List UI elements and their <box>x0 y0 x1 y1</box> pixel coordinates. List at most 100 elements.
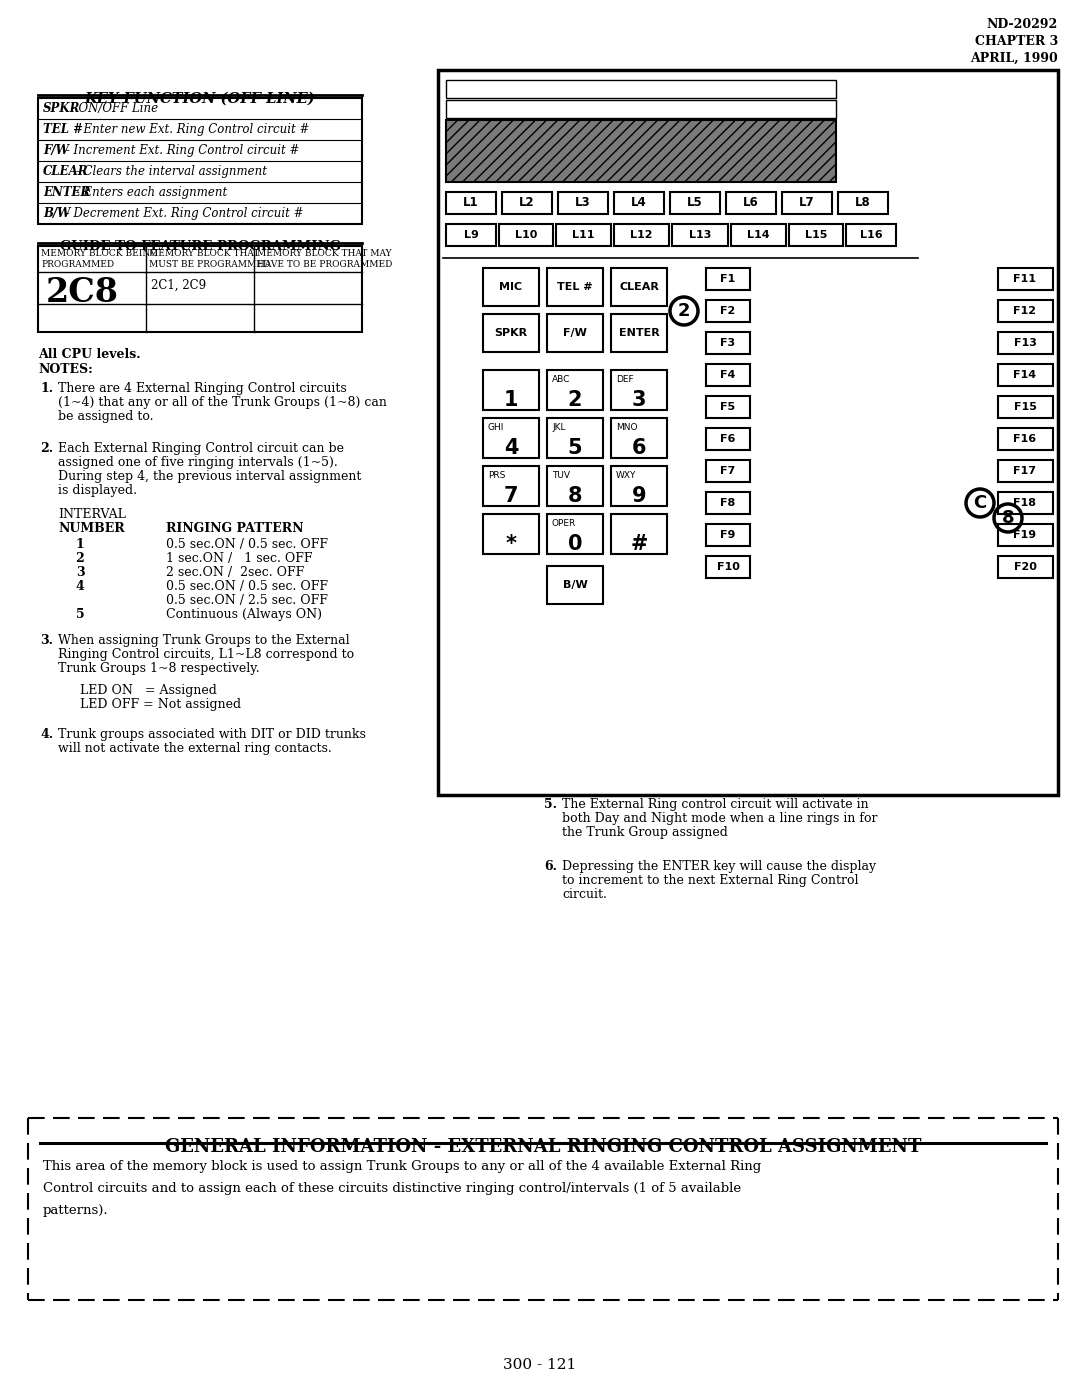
Bar <box>670 192 720 214</box>
Text: L8: L8 <box>855 196 870 210</box>
Text: LED ON   = Assigned: LED ON = Assigned <box>80 685 217 697</box>
Bar <box>615 224 669 246</box>
Text: 0.5 sec.ON / 2.5 sec. OFF: 0.5 sec.ON / 2.5 sec. OFF <box>166 594 328 608</box>
Bar <box>998 300 1053 322</box>
Bar <box>611 370 667 410</box>
Text: CLEAR: CLEAR <box>619 281 659 293</box>
Text: HAVE TO BE PROGRAMMED: HAVE TO BE PROGRAMMED <box>257 260 392 269</box>
Bar <box>611 514 667 554</box>
Text: Depressing the ENTER key will cause the display: Depressing the ENTER key will cause the … <box>562 860 876 874</box>
Bar <box>706 364 750 386</box>
Text: L9: L9 <box>463 230 478 239</box>
Text: Each External Ringing Control circuit can be: Each External Ringing Control circuit ca… <box>58 442 345 455</box>
Text: Trunk groups associated with DIT or DID trunks: Trunk groups associated with DIT or DID … <box>58 728 366 741</box>
Text: L11: L11 <box>572 230 595 239</box>
Text: PROGRAMMED: PROGRAMMED <box>41 260 114 269</box>
Text: - Decrement Ext. Ring Control circuit #: - Decrement Ext. Ring Control circuit # <box>62 207 303 220</box>
Text: F8: F8 <box>720 498 735 508</box>
Text: both Day and Night mode when a line rings in for: both Day and Night mode when a line ring… <box>562 812 877 825</box>
Text: 5.: 5. <box>544 798 557 811</box>
Text: MIC: MIC <box>499 281 523 293</box>
Text: MEMORY BLOCK THAT: MEMORY BLOCK THAT <box>149 249 259 258</box>
Text: F4: F4 <box>720 370 735 379</box>
Text: Ringing Control circuits, L1~L8 correspond to: Ringing Control circuits, L1~L8 correspo… <box>58 648 354 661</box>
Bar <box>546 566 603 603</box>
Text: - ON/OFF Line: - ON/OFF Line <box>67 102 158 115</box>
Text: 4: 4 <box>503 438 518 458</box>
Text: L6: L6 <box>743 196 759 210</box>
Text: NOTES:: NOTES: <box>38 363 93 377</box>
Text: F18: F18 <box>1013 498 1037 508</box>
Text: circuit.: circuit. <box>562 888 607 902</box>
Text: 5: 5 <box>568 438 582 458</box>
Text: 5: 5 <box>76 608 84 622</box>
Text: - Enter new Ext. Ring Control circuit #: - Enter new Ext. Ring Control circuit # <box>72 123 310 136</box>
Bar <box>438 70 1058 795</box>
Text: F13: F13 <box>1013 337 1037 349</box>
Text: *: * <box>505 533 516 554</box>
Text: GUIDE TO FEATURE PROGRAMMING: GUIDE TO FEATURE PROGRAMMING <box>59 239 340 253</box>
Bar <box>611 267 667 307</box>
Bar <box>483 514 539 554</box>
Text: There are 4 External Ringing Control circuits: There are 4 External Ringing Control cir… <box>58 382 347 395</box>
Text: CHAPTER 3: CHAPTER 3 <box>975 35 1058 48</box>
Text: 0.5 sec.ON / 0.5 sec. OFF: 0.5 sec.ON / 0.5 sec. OFF <box>166 580 328 594</box>
Text: MUST BE PROGRAMMED: MUST BE PROGRAMMED <box>149 260 270 269</box>
Bar <box>611 419 667 458</box>
Text: Continuous (Always ON): Continuous (Always ON) <box>166 608 322 622</box>
Bar <box>998 396 1053 419</box>
Bar <box>726 192 777 214</box>
Text: - Increment Ext. Ring Control circuit #: - Increment Ext. Ring Control circuit # <box>62 144 299 157</box>
Text: assigned one of five ringing intervals (1~5).: assigned one of five ringing intervals (… <box>58 456 338 469</box>
Text: (1~4) that any or all of the Trunk Groups (1~8) can: (1~4) that any or all of the Trunk Group… <box>58 396 387 409</box>
Text: F5: F5 <box>720 402 735 412</box>
Text: All CPU levels.: All CPU levels. <box>38 349 140 361</box>
Bar <box>546 466 603 505</box>
Bar <box>998 267 1053 290</box>
Text: Control circuits and to assign each of these circuits distinctive ringing contro: Control circuits and to assign each of t… <box>43 1182 741 1196</box>
Text: 6: 6 <box>632 438 646 458</box>
Text: 3: 3 <box>632 391 646 410</box>
Text: B/W: B/W <box>563 580 588 589</box>
Text: 3: 3 <box>76 566 84 580</box>
Bar <box>483 466 539 505</box>
Text: F14: F14 <box>1013 370 1037 379</box>
Text: KEY FUNCTION (OFF LINE): KEY FUNCTION (OFF LINE) <box>84 92 315 106</box>
Text: SPKR: SPKR <box>43 102 80 115</box>
Bar <box>672 224 728 246</box>
Text: OPER: OPER <box>552 519 577 528</box>
Text: L5: L5 <box>687 196 703 210</box>
Text: 3.: 3. <box>40 634 53 647</box>
Text: CLEAR: CLEAR <box>43 165 89 178</box>
Text: WXY: WXY <box>616 470 636 480</box>
Text: be assigned to.: be assigned to. <box>58 410 153 423</box>
Text: C: C <box>973 494 987 512</box>
Bar <box>483 314 539 351</box>
Text: JKL: JKL <box>552 423 566 433</box>
Text: MNO: MNO <box>616 423 637 433</box>
Text: F/W: F/W <box>43 144 69 157</box>
Bar <box>998 556 1053 578</box>
Text: PRS: PRS <box>488 470 505 480</box>
Text: LED OFF = Not assigned: LED OFF = Not assigned <box>80 699 241 711</box>
Text: will not activate the external ring contacts.: will not activate the external ring cont… <box>58 742 332 755</box>
Text: F9: F9 <box>720 531 735 540</box>
Bar <box>446 192 496 214</box>
Bar <box>546 267 603 307</box>
Text: to increment to the next External Ring Control: to increment to the next External Ring C… <box>562 874 859 888</box>
Bar <box>706 491 750 514</box>
Bar <box>615 192 664 214</box>
Bar <box>706 332 750 354</box>
Text: ENTER: ENTER <box>43 186 91 199</box>
Text: F3: F3 <box>720 337 735 349</box>
Text: L15: L15 <box>805 230 827 239</box>
Text: F6: F6 <box>720 434 735 444</box>
Text: 4.: 4. <box>40 728 53 741</box>
Text: 8: 8 <box>568 486 582 505</box>
Text: F2: F2 <box>720 307 735 316</box>
Text: L14: L14 <box>747 230 770 239</box>
Bar <box>846 224 896 246</box>
Text: 1.: 1. <box>40 382 53 395</box>
Text: F16: F16 <box>1013 434 1037 444</box>
Text: L3: L3 <box>576 196 591 210</box>
